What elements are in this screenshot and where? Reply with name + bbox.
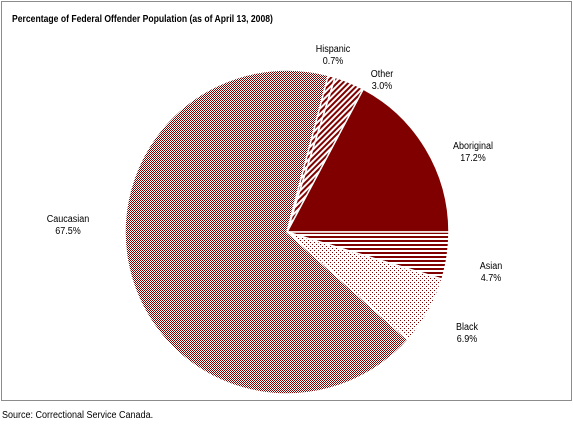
slice-name: Aboriginal [452,141,494,152]
slice-value: 6.9% [456,334,478,345]
slice-label-aboriginal: Aboriginal 17.2% [437,141,509,165]
pie-slice-aboriginal [285,88,450,233]
slice-value: 17.2% [460,153,486,164]
slice-name: Hispanic [315,44,351,55]
slice-value: 67.5% [55,226,81,237]
source-note: Source: Correctional Service Canada. [2,410,154,421]
slice-name: Other [370,69,394,80]
slice-name: Caucasian [46,214,90,225]
slice-label-asian: Asian 4.7% [455,261,527,285]
slice-value: 4.7% [480,273,502,284]
pie-slice-other [286,76,365,233]
slice-name: Asian [479,261,503,272]
slice-label-hispanic: Hispanic 0.7% [297,44,369,68]
slice-name: Black [455,322,478,333]
chart-title: Percentage of Federal Offender Populatio… [12,13,273,25]
pie-slice-caucasian [124,69,409,395]
slice-value: 3.0% [371,81,393,92]
slice-label-other: Other 3.0% [346,69,418,93]
slice-value: 0.7% [322,56,344,67]
slice-label-black: Black 6.9% [431,322,503,346]
slice-label-caucasian: Caucasian 67.5% [32,214,104,238]
